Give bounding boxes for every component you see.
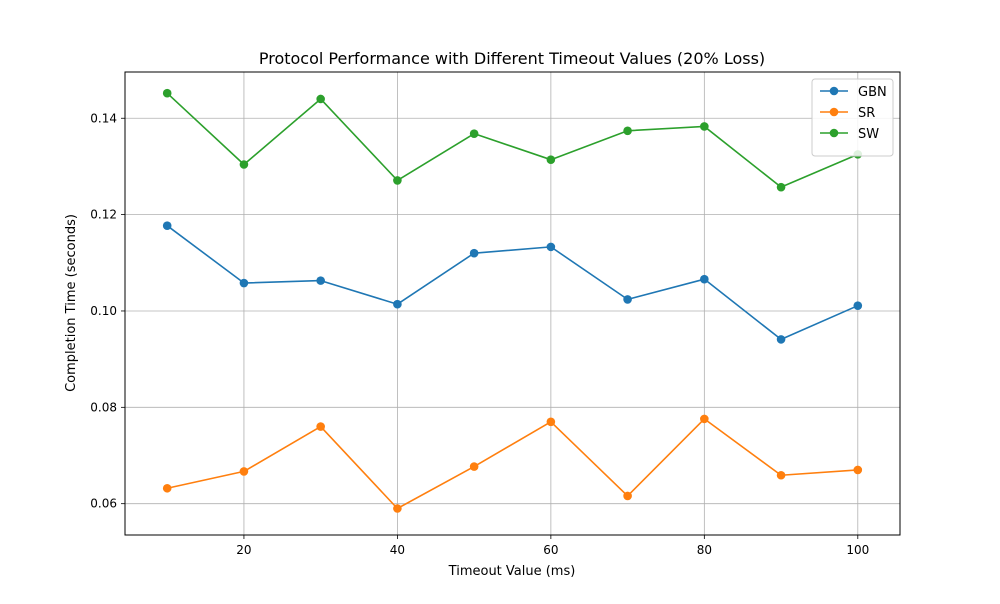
legend-item-sw: SW <box>820 127 879 142</box>
data-point-gbn <box>239 278 249 288</box>
legend-marker <box>829 86 839 96</box>
data-point-gbn <box>546 242 556 252</box>
legend-label: GBN <box>858 85 887 100</box>
data-point-gbn <box>393 299 402 309</box>
data-point-sr <box>776 470 786 480</box>
data-point-sw <box>776 182 786 192</box>
legend: GBN SR SW <box>811 78 894 157</box>
data-point-sr <box>623 491 632 501</box>
data-point-gbn <box>469 248 479 258</box>
data-point-sw <box>623 126 632 136</box>
data-point-sr <box>700 414 709 424</box>
data-point-sr <box>393 504 402 513</box>
y-tick-label: 0.12 <box>90 208 117 222</box>
data-point-sr <box>162 483 172 493</box>
data-point-gbn <box>776 335 786 344</box>
data-point-gbn <box>162 221 172 230</box>
data-point-sw <box>546 155 556 164</box>
data-point-sr <box>469 462 479 471</box>
legend-item-gbn: GBN <box>820 85 887 100</box>
data-point-gbn <box>700 274 709 284</box>
data-point-sw <box>316 94 325 104</box>
series-line-gbn <box>166 225 859 341</box>
x-tick-label: 20 <box>236 543 251 557</box>
legend-marker <box>829 107 839 117</box>
x-axis-label: Timeout Value (ms) <box>448 564 576 579</box>
series-group <box>162 88 863 513</box>
y-tick-label: 0.08 <box>90 400 117 414</box>
data-point-gbn <box>623 295 632 304</box>
chart-title: Protocol Performance with Different Time… <box>259 49 765 68</box>
data-point-sr <box>316 422 325 431</box>
data-point-sw <box>700 122 709 131</box>
data-point-sr <box>853 465 863 475</box>
data-point-sw <box>393 176 402 185</box>
y-tick-label: 0.10 <box>90 304 117 318</box>
data-point-sw <box>239 160 249 169</box>
y-tick-label: 0.14 <box>90 111 117 125</box>
grid-lines <box>125 72 900 535</box>
series-sr <box>162 414 863 513</box>
plot-frame <box>124 71 901 536</box>
legend-label: SW <box>858 127 879 142</box>
data-point-sw <box>162 88 172 98</box>
data-point-sr <box>546 417 556 427</box>
series-gbn <box>162 221 863 344</box>
legend-label: SR <box>858 106 875 121</box>
axes: 20 40 60 80 100 0.06 0.08 0.10 0.12 0.14 <box>90 111 869 557</box>
x-tick-label: 80 <box>697 543 712 557</box>
data-point-sw <box>469 129 479 138</box>
series-sw <box>162 88 863 192</box>
legend-marker <box>829 128 839 138</box>
y-tick-label: 0.06 <box>90 497 117 511</box>
data-point-gbn <box>316 276 325 285</box>
data-point-sr <box>239 467 249 476</box>
series-line-sr <box>167 418 858 510</box>
x-tick-label: 40 <box>390 543 405 557</box>
y-axis-label: Completion Time (seconds) <box>64 214 79 392</box>
data-point-gbn <box>853 301 863 310</box>
series-line-sw <box>166 92 859 188</box>
legend-item-sr: SR <box>820 106 875 121</box>
x-tick-label: 60 <box>543 543 558 557</box>
x-tick-label: 100 <box>846 543 869 557</box>
